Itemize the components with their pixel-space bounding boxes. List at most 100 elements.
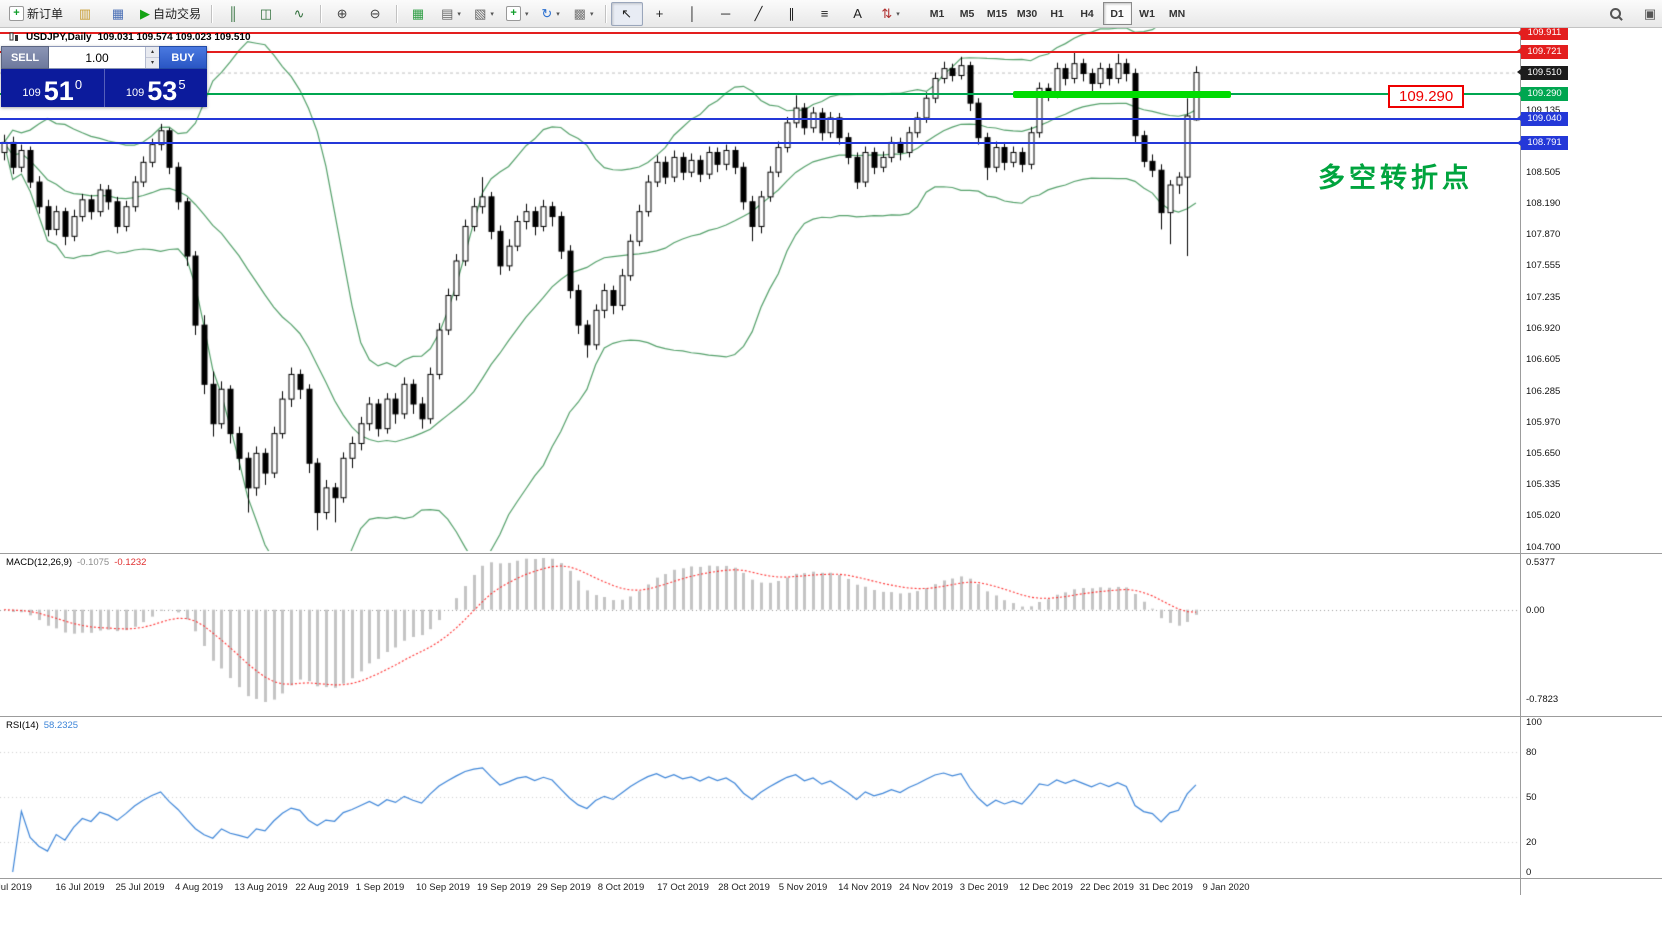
bar-chart-icon[interactable]: ║ bbox=[217, 2, 249, 26]
vertical-line-tool-icon[interactable]: │ bbox=[677, 2, 709, 26]
buy-button[interactable]: BUY bbox=[159, 46, 207, 69]
template-icon-glyph: ▩ bbox=[573, 6, 586, 21]
volume-input[interactable]: 1.00 ▴ ▾ bbox=[49, 46, 159, 69]
volume-down-button[interactable]: ▾ bbox=[146, 58, 159, 68]
chinese-annotation-text[interactable]: 多空转折点 bbox=[1318, 163, 1473, 193]
arrange-windows-icon[interactable]: ▤ ▾ bbox=[435, 2, 467, 26]
bid-whole: 109 bbox=[22, 87, 41, 99]
date-label: 28 Oct 2019 bbox=[718, 882, 770, 893]
new-order-button[interactable]: + 新订单 bbox=[4, 2, 68, 26]
refresh-icon[interactable]: ↻ ▾ bbox=[535, 2, 567, 26]
text-tool-icon[interactable]: A bbox=[842, 2, 874, 26]
cascade-windows-icon[interactable]: ▧ ▾ bbox=[468, 2, 500, 26]
text-tool-icon-glyph: A bbox=[853, 6, 862, 21]
date-label: 24 Nov 2019 bbox=[899, 882, 953, 893]
tile-windows-icon[interactable]: ▦ bbox=[402, 2, 434, 26]
ask-whole: 109 bbox=[125, 87, 145, 99]
one-click-trading-widget: SELL 1.00 ▴ ▾ BUY 109 51 0 109 53 5 bbox=[1, 46, 207, 107]
market-watch-icon-glyph: ▥ bbox=[78, 6, 92, 21]
date-label: 14 Nov 2019 bbox=[838, 882, 892, 893]
candlestick-chart-icon-glyph: ◫ bbox=[259, 6, 273, 21]
fibonacci-tool-icon[interactable]: ≡ bbox=[809, 2, 841, 26]
dropdown-arrow-icon: ▾ bbox=[556, 10, 560, 18]
price-scale-label: 109.135 bbox=[1526, 104, 1561, 116]
volume-up-button[interactable]: ▴ bbox=[146, 47, 159, 58]
zoom-out-icon[interactable]: ⊖ bbox=[359, 2, 391, 26]
zoom-out-icon-glyph: ⊖ bbox=[369, 6, 381, 21]
bid-price-display[interactable]: 109 51 0 bbox=[1, 69, 105, 107]
fibonacci-tool-icon-glyph: ≡ bbox=[820, 6, 829, 21]
search-icon[interactable] bbox=[1600, 2, 1632, 26]
date-label: 31 Dec 2019 bbox=[1139, 882, 1193, 893]
horizontal-line-tool-icon[interactable]: ─ bbox=[710, 2, 742, 26]
line-chart-icon[interactable]: ∿ bbox=[283, 2, 315, 26]
rsi-panel-separator[interactable] bbox=[0, 716, 1662, 717]
timeframe-m15[interactable]: M15 bbox=[986, 7, 1008, 20]
price-annotation-flag[interactable]: 109.290 bbox=[1388, 85, 1465, 108]
horizontal-line-tool-icon-glyph: ─ bbox=[720, 6, 731, 21]
autotrading-button-glyph: ▶ bbox=[140, 6, 151, 21]
template-icon[interactable]: ▩ ▾ bbox=[568, 2, 600, 26]
indicator-scale-label: 0.5377 bbox=[1526, 557, 1556, 568]
price-scale-label: 107.235 bbox=[1526, 291, 1561, 303]
horizontal-line[interactable] bbox=[0, 93, 1520, 96]
timeframe-h4[interactable]: H4 bbox=[1080, 7, 1094, 20]
timeframe-group: M1 M5 M15 M30 H1 H4 D1 W1 MN bbox=[923, 2, 1192, 25]
date-label: 22 Aug 2019 bbox=[295, 882, 349, 893]
sell-button[interactable]: SELL bbox=[1, 46, 49, 69]
price-tag-notch bbox=[1517, 48, 1521, 55]
date-label: 1 Sep 2019 bbox=[355, 882, 405, 893]
data-window-icon[interactable]: ▦ bbox=[102, 2, 134, 26]
trendline-tool-icon-glyph: ╱ bbox=[754, 6, 763, 21]
crosshair-icon-glyph: + bbox=[655, 6, 664, 21]
volume-value[interactable]: 1.00 bbox=[85, 50, 109, 65]
horizontal-line[interactable] bbox=[0, 117, 1520, 120]
dropdown-arrow-icon: ▾ bbox=[525, 10, 529, 18]
toolbar: + 新订单 ▥ ▦ ▶ 自动交易 ║ ◫ ∿ ⊕ ⊖ ▦ ▤ ▾ ▧ ▾ + ▾ ↻ ▾ ▩ ▾ ↖ + │ ─ ╱ ∥ ≡ A ⇅ ▾ M1… bbox=[0, 0, 1662, 28]
timeframe-m5[interactable]: M5 bbox=[959, 7, 975, 20]
refresh-icon-glyph: ↻ bbox=[541, 6, 553, 21]
crosshair-icon[interactable]: + bbox=[644, 2, 676, 26]
macd-panel-separator[interactable] bbox=[0, 553, 1662, 554]
volume-stepper: ▴ ▾ bbox=[145, 47, 159, 68]
price-tag-notch bbox=[1517, 139, 1521, 146]
new-chart-icon[interactable]: ▣ bbox=[1634, 2, 1662, 26]
timeframe-m30[interactable]: M30 bbox=[1016, 7, 1038, 20]
price-scale-label: 104.700 bbox=[1526, 542, 1561, 554]
horizontal-line[interactable] bbox=[0, 32, 1520, 34]
horizontal-line[interactable] bbox=[0, 142, 1520, 145]
price-scale-label: 106.920 bbox=[1526, 323, 1561, 335]
price-scale-label: 105.020 bbox=[1526, 510, 1561, 522]
arrows-tool-icon[interactable]: ⇅ ▾ bbox=[875, 2, 907, 26]
price-scale-separator bbox=[1520, 27, 1521, 895]
macd-value-main: -0.1075 bbox=[77, 557, 110, 568]
add-indicator-button-glyph: + bbox=[506, 6, 522, 21]
zoom-in-icon[interactable]: ⊕ bbox=[326, 2, 358, 26]
dropdown-arrow-icon: ▾ bbox=[490, 10, 494, 18]
autotrading-button[interactable]: ▶ 自动交易 bbox=[135, 2, 206, 26]
price-tag: 109.290 bbox=[1517, 87, 1568, 102]
timeframe-w1[interactable]: W1 bbox=[1139, 7, 1155, 20]
channel-tool-icon[interactable]: ∥ bbox=[776, 2, 808, 26]
timeframe-h1[interactable]: H1 bbox=[1050, 7, 1064, 20]
date-label: 25 Jul 2019 bbox=[115, 882, 165, 893]
ask-price-display[interactable]: 109 53 5 bbox=[105, 69, 208, 107]
thick-green-segment[interactable] bbox=[1013, 90, 1231, 98]
cursor-icon[interactable]: ↖ bbox=[610, 1, 643, 26]
horizontal-line[interactable] bbox=[0, 50, 1520, 53]
candlestick-chart-icon[interactable]: ◫ bbox=[250, 2, 282, 26]
market-watch-icon[interactable]: ▥ bbox=[69, 2, 101, 26]
timeframe-mn[interactable]: MN bbox=[1168, 7, 1186, 20]
price-scale-label: 107.555 bbox=[1526, 260, 1561, 272]
timeframe-d1[interactable]: D1 bbox=[1102, 2, 1132, 25]
timeframe-m1[interactable]: M1 bbox=[929, 7, 945, 20]
trendline-tool-icon[interactable]: ╱ bbox=[743, 2, 775, 26]
date-label: 5 Nov 2019 bbox=[778, 882, 828, 893]
toolbar-separator bbox=[320, 4, 322, 23]
date-label: Jul 2019 bbox=[0, 882, 32, 893]
bid-pips: 51 bbox=[43, 76, 74, 107]
toolbar-right: ▣ bbox=[1600, 2, 1662, 26]
add-indicator-button[interactable]: + ▾ bbox=[501, 2, 534, 26]
indicator-scale-label: 0 bbox=[1526, 867, 1532, 878]
